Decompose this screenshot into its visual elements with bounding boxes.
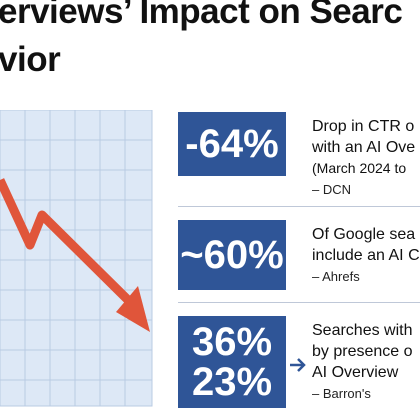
stat-line: Drop in CTR o <box>312 118 415 135</box>
stat-box: 36% 23% <box>178 316 286 408</box>
arrow-icon <box>290 358 306 372</box>
stat-figure: ~60% <box>180 233 284 277</box>
stat-figure: 23% <box>191 360 273 404</box>
graphic-panel <box>0 110 153 407</box>
stat-source: – Barron's <box>312 386 371 401</box>
stat-line: Searches with <box>312 322 413 339</box>
stat-text: Of Google sea include an AI C – Ahrefs <box>312 224 420 287</box>
stat-line: (March 2024 to <box>312 160 407 176</box>
decline-line <box>0 178 132 304</box>
separator <box>178 302 420 303</box>
stat-source: – Ahrefs <box>312 269 360 284</box>
stat-figure: -64% <box>185 122 279 166</box>
stat-line: Of Google sea <box>312 226 416 243</box>
stat-text: Drop in CTR o with an AI Ove (March 2024… <box>312 116 415 200</box>
stat-box: ~60% <box>178 220 286 290</box>
decline-graphic <box>0 110 153 407</box>
stat-line: by presence o <box>312 343 413 360</box>
stat-line: AI Overview <box>312 364 399 381</box>
stat-figure: 36% <box>191 320 273 364</box>
stat-line: with an AI Ove <box>312 139 416 156</box>
stat-text: Searches with by presence o AI Overview … <box>312 320 413 404</box>
title-line: erviews’ Impact on Searc <box>0 0 403 31</box>
stat-line: include an AI C <box>312 247 420 264</box>
arrow-head <box>116 286 150 332</box>
stat-box: -64% <box>178 112 286 176</box>
stat-source: – DCN <box>312 182 352 197</box>
title-line: vior <box>0 40 61 79</box>
separator <box>178 206 420 207</box>
graphic-grid <box>0 110 152 406</box>
